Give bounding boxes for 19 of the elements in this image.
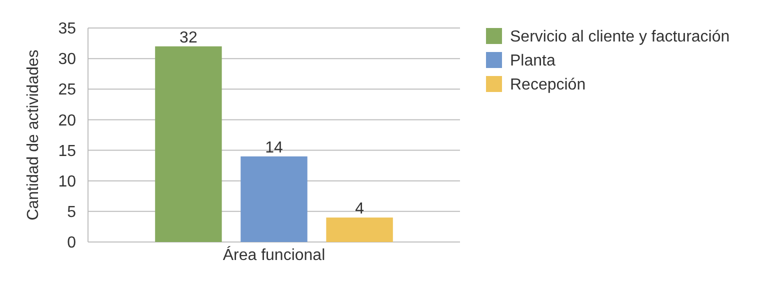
legend-label: Servicio al cliente y facturación xyxy=(510,28,730,46)
y-tick-label: 10 xyxy=(58,173,76,190)
x-tick-label: Área funcional xyxy=(222,246,326,264)
y-tick-label: 5 xyxy=(67,204,76,222)
data-label: 32 xyxy=(180,29,198,46)
y-tick-label: 20 xyxy=(58,112,76,130)
y-tick-label: 35 xyxy=(58,20,76,38)
bar xyxy=(326,218,393,242)
y-tick-label: 30 xyxy=(58,51,76,68)
legend-label: Recepción xyxy=(510,76,586,94)
bar xyxy=(155,46,222,242)
y-tick-label: 15 xyxy=(58,142,76,160)
bar xyxy=(240,156,308,242)
data-label: 4 xyxy=(355,200,364,218)
y-tick-label: 25 xyxy=(58,82,76,99)
y-tick-label: 0 xyxy=(67,234,76,252)
data-label: 14 xyxy=(265,139,283,156)
y-axis-title: Cantidad de actividades xyxy=(25,50,42,220)
legend-label: Planta xyxy=(510,52,556,70)
